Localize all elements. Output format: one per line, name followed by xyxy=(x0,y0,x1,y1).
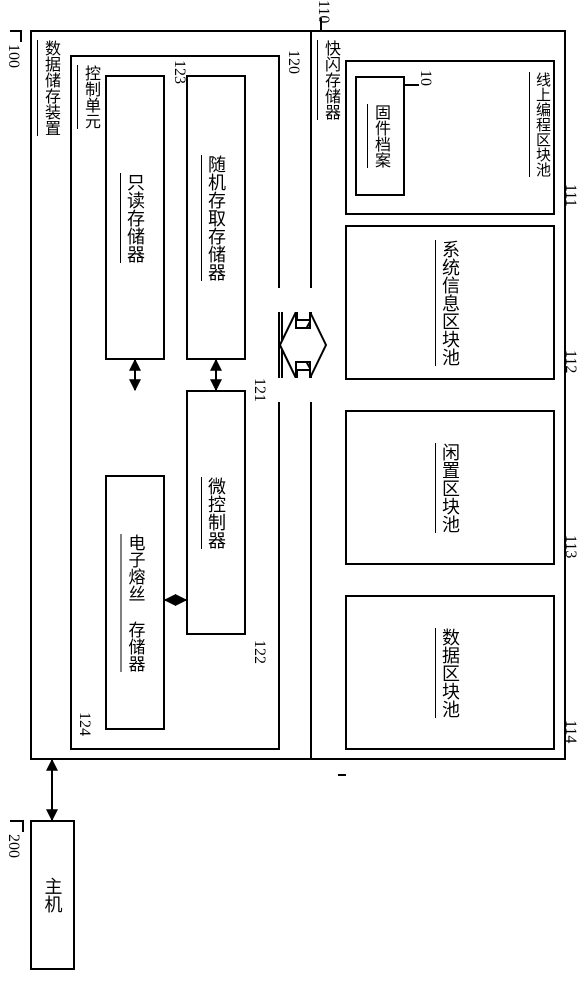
ref-120: 120 xyxy=(284,50,302,74)
ref-123: 123 xyxy=(170,60,188,84)
diagram-stage: 主机 数据储存装置 控制单元 只读存储器 电子熔丝 存储器 微控制器 随机存取存… xyxy=(0,0,586,1000)
ref-110: 110 xyxy=(314,0,332,23)
ref-112: 112 xyxy=(561,350,579,373)
ref-200: 200 xyxy=(4,834,22,858)
lead-200b xyxy=(10,820,24,822)
cover1 xyxy=(278,288,328,312)
ref-10: 10 xyxy=(416,70,434,86)
ref-122: 122 xyxy=(250,640,268,664)
ref-114: 114 xyxy=(561,720,579,743)
lead-100b xyxy=(10,30,22,32)
arrows-layer xyxy=(0,0,586,1000)
ref-121: 121 xyxy=(250,378,268,402)
ref-124: 124 xyxy=(75,712,93,736)
lead-114 xyxy=(338,774,346,776)
ref-100: 100 xyxy=(4,44,22,68)
ref-111: 111 xyxy=(561,184,579,207)
ref-113: 113 xyxy=(561,535,579,558)
cover2 xyxy=(278,378,328,402)
